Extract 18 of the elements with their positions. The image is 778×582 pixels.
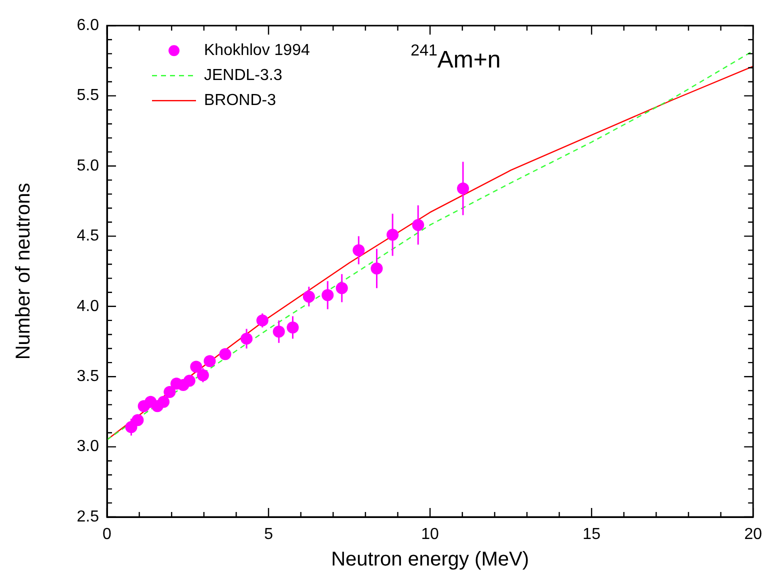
y-tick-label: 2.5 xyxy=(76,508,100,526)
y-axis-title: Number of neutrons xyxy=(12,182,35,360)
y-tick-label: 4.5 xyxy=(76,228,100,245)
y-tick-label: 3.0 xyxy=(76,438,100,456)
y-tick-label: 6.0 xyxy=(76,17,100,34)
y-tick-label: 4.0 xyxy=(76,298,100,315)
y-tick-label: 3.5 xyxy=(76,368,100,386)
x-tick-label: 5 xyxy=(264,526,274,544)
x-tick-label: 0 xyxy=(102,526,112,544)
y-tick-label: 5.5 xyxy=(76,87,100,104)
x-tick-label: 10 xyxy=(421,526,440,544)
legend-label: Khokhlov 1994 xyxy=(204,42,310,60)
x-tick-label: 20 xyxy=(744,526,762,544)
legend-label: JENDL-3.3 xyxy=(204,67,282,84)
y-tick-label: 5.0 xyxy=(76,157,100,174)
x-tick-label: 15 xyxy=(582,526,601,544)
x-axis-title: Neutron energy (MeV) xyxy=(331,548,529,571)
legend-label: BROND-3 xyxy=(204,92,276,110)
